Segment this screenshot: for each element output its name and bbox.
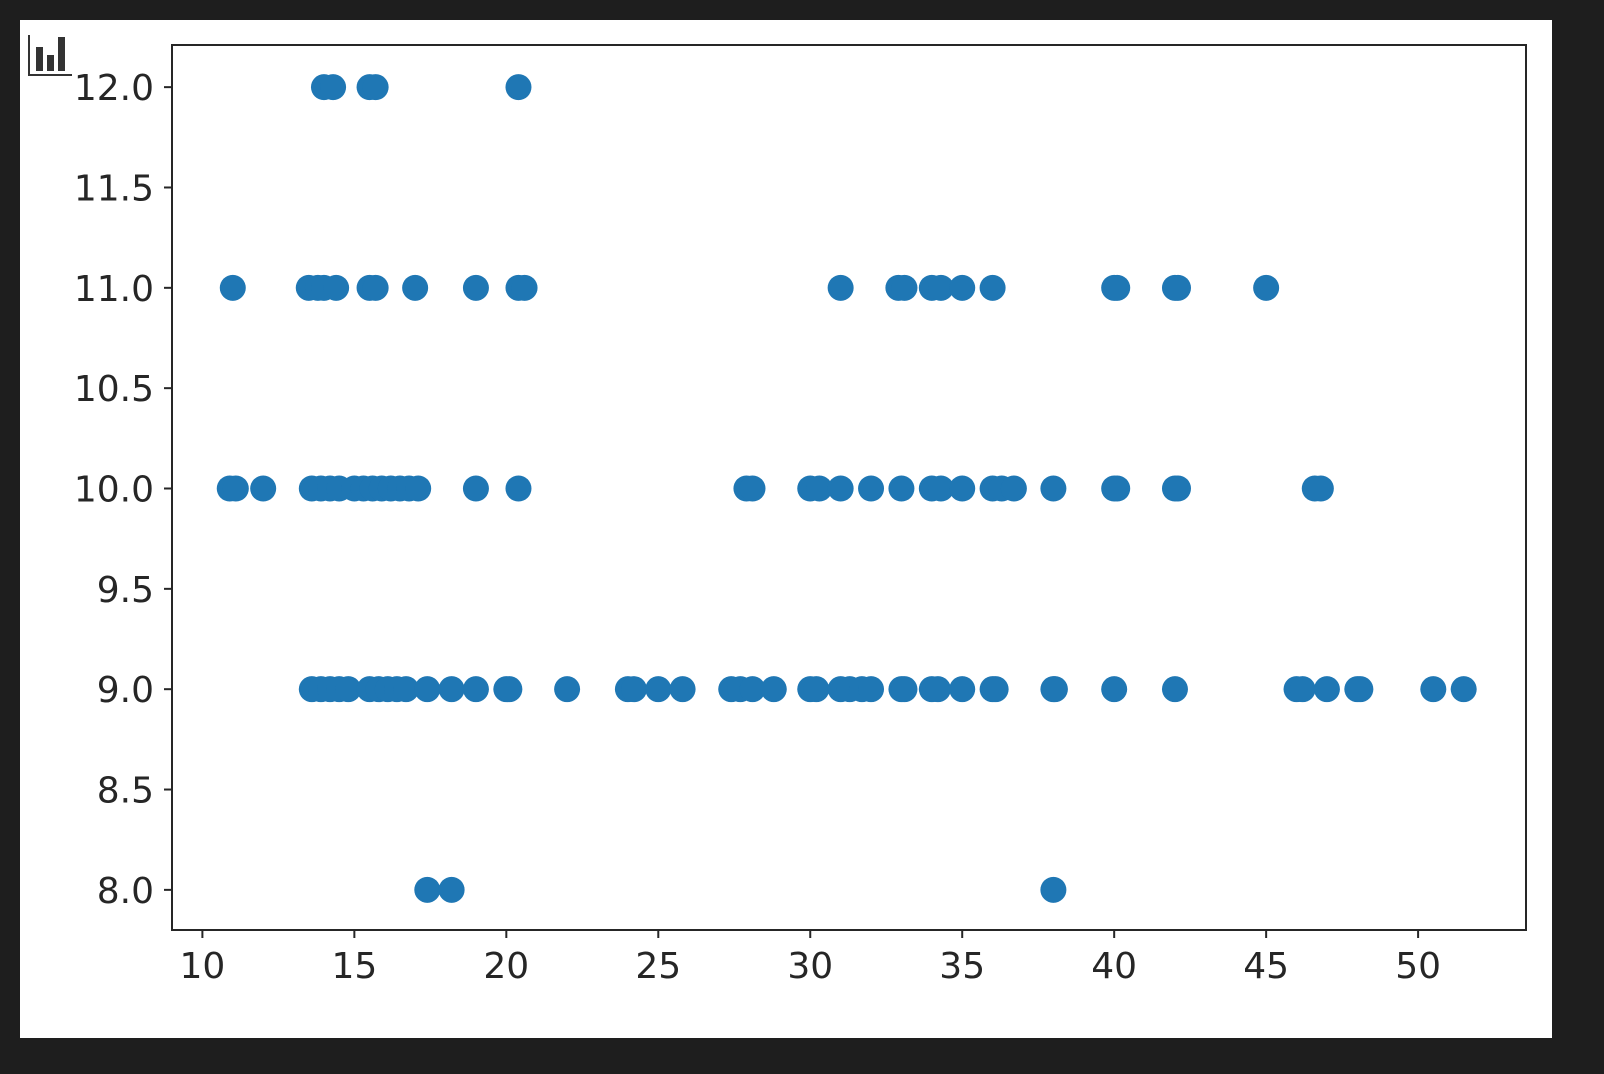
scatter-point [462, 475, 489, 502]
scatter-point [982, 676, 1009, 703]
x-tick-label: 45 [1243, 946, 1289, 987]
scatter-point [511, 274, 538, 301]
scatter-point [979, 274, 1006, 301]
scatter-point [1307, 475, 1334, 502]
scatter-point [1101, 676, 1128, 703]
scatter-point [414, 876, 441, 903]
bar-chart-icon[interactable] [28, 35, 72, 76]
x-tick-label: 25 [635, 946, 681, 987]
scatter-point [505, 74, 532, 101]
scatter-point [362, 274, 389, 301]
scatter-point [219, 274, 246, 301]
scatter-point [806, 475, 833, 502]
scatter-point [438, 676, 465, 703]
scatter-point [1041, 676, 1068, 703]
scatter-point [438, 876, 465, 903]
scatter-point [1347, 676, 1374, 703]
scatter-plot: 10 15 20 25 30 35 40 45 50 8.0 8.5 9.0 9.5 10.0 10.5 1… [28, 35, 1527, 987]
figure-canvas: 10 15 20 25 30 35 40 45 50 8.0 8.5 9.0 9.5 10.0 10.5 1… [20, 20, 1552, 1038]
scatter-point [924, 676, 951, 703]
scatter-point [222, 475, 249, 502]
points-layer [216, 74, 1477, 903]
scatter-point [1253, 274, 1280, 301]
y-tick-label: 12.0 [74, 68, 154, 109]
scatter-point [335, 676, 362, 703]
scatter-point [827, 274, 854, 301]
scatter-point [803, 676, 830, 703]
scatter-point [462, 676, 489, 703]
scatter-point [1289, 676, 1316, 703]
scatter-point [402, 274, 429, 301]
scatter-point [323, 274, 350, 301]
scatter-point [393, 676, 420, 703]
scatter-point [891, 676, 918, 703]
y-tick-label: 9.5 [97, 570, 154, 611]
scatter-point [620, 676, 647, 703]
x-axis: 10 15 20 25 30 35 40 45 50 [179, 930, 1441, 987]
scatter-point [858, 475, 885, 502]
scatter-point [414, 676, 441, 703]
scatter-point [1313, 676, 1340, 703]
scatter-point [496, 676, 523, 703]
scatter-point [554, 676, 581, 703]
scatter-point [505, 475, 532, 502]
x-tick-label: 10 [179, 946, 225, 987]
scatter-point [1104, 274, 1131, 301]
y-tick-label: 8.0 [97, 871, 154, 912]
scatter-point [1450, 676, 1477, 703]
x-tick-label: 50 [1395, 946, 1441, 987]
scatter-point [362, 74, 389, 101]
scatter-point [645, 676, 672, 703]
scatter-point [462, 274, 489, 301]
scatter-point [1420, 676, 1447, 703]
x-tick-label: 35 [939, 946, 985, 987]
axes-frame [171, 44, 1527, 931]
y-tick-label: 11.0 [74, 269, 154, 310]
scatter-point [927, 274, 954, 301]
scatter-point [888, 475, 915, 502]
scatter-point [250, 475, 277, 502]
scatter-point [1040, 475, 1067, 502]
y-axis: 8.0 8.5 9.0 9.5 10.0 10.5 11.0 11.5 12.0 [74, 68, 172, 912]
scatter-point [927, 475, 954, 502]
x-tick-label: 30 [787, 946, 833, 987]
y-tick-label: 10.5 [74, 369, 154, 410]
scatter-point [739, 676, 766, 703]
scatter-point [669, 676, 696, 703]
scatter-point [1161, 676, 1188, 703]
scatter-point [949, 274, 976, 301]
x-tick-label: 40 [1091, 946, 1137, 987]
scatter-point [827, 475, 854, 502]
y-tick-label: 10.0 [74, 470, 154, 511]
scatter-point [891, 274, 918, 301]
x-tick-label: 20 [483, 946, 529, 987]
scatter-point [320, 74, 347, 101]
scatter-point [405, 475, 432, 502]
y-tick-label: 9.0 [97, 670, 154, 711]
scatter-point [949, 676, 976, 703]
scatter-point [949, 475, 976, 502]
scatter-point [1000, 475, 1027, 502]
scatter-point [1165, 475, 1192, 502]
scatter-point [739, 475, 766, 502]
y-tick-label: 8.5 [97, 771, 154, 812]
scatter-point [1040, 876, 1067, 903]
scatter-point [1165, 274, 1192, 301]
scatter-point [760, 676, 787, 703]
scatter-point [858, 676, 885, 703]
scatter-point [1104, 475, 1131, 502]
x-tick-label: 15 [331, 946, 377, 987]
y-tick-label: 11.5 [74, 168, 154, 209]
